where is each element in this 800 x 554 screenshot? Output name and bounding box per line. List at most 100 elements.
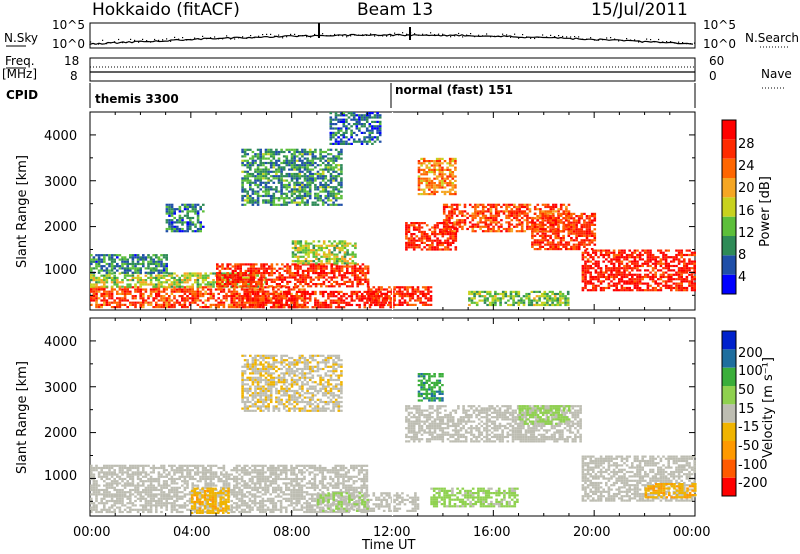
power-cell [272, 303, 276, 307]
power-cell [194, 299, 197, 302]
power-cell [586, 280, 590, 283]
power-cell [554, 234, 558, 237]
power-cell [334, 306, 338, 309]
power-cell [693, 269, 696, 272]
power-cell [544, 212, 547, 215]
power-cell [314, 303, 317, 307]
power-cell [239, 267, 242, 270]
power-cell [411, 292, 415, 295]
power-cell [589, 278, 592, 281]
power-cell [134, 297, 137, 300]
power-cell [351, 283, 354, 286]
power-cell [517, 301, 521, 304]
power-cell [368, 140, 372, 143]
power-cell [403, 292, 407, 295]
power-cell [299, 262, 303, 265]
power-cell [488, 303, 492, 307]
power-cell [476, 221, 480, 224]
power-cell [295, 297, 299, 300]
power-cell [256, 157, 260, 160]
power-cell [657, 278, 660, 281]
power-cell [207, 276, 210, 279]
power-cell [267, 194, 270, 198]
power-cell [531, 245, 534, 248]
power-cell [204, 292, 207, 295]
power-cell [361, 267, 365, 270]
power-cell [481, 225, 485, 228]
power-cell [575, 219, 578, 222]
power-cell [265, 267, 268, 270]
power-cell [602, 256, 605, 259]
power-cell [353, 278, 357, 281]
power-cell [533, 239, 537, 242]
power-cell [588, 221, 591, 224]
power-cell [499, 299, 502, 302]
power-cell [549, 210, 553, 213]
power-cell [290, 166, 294, 169]
power-cell [538, 234, 542, 237]
power-cell [442, 225, 446, 228]
power-cell [546, 243, 550, 246]
power-cell [507, 295, 510, 298]
power-cell [269, 175, 273, 178]
power-cell [249, 303, 252, 307]
power-cell [165, 269, 168, 272]
power-cell [677, 284, 681, 287]
power-cell [504, 295, 508, 298]
power-cell [307, 260, 310, 263]
power-cell [123, 256, 127, 259]
power-cell [499, 292, 502, 296]
power-cell [108, 290, 111, 293]
power-cell [486, 299, 489, 302]
power-cell [431, 233, 434, 236]
power-cell [328, 249, 331, 252]
power-cell [281, 278, 284, 281]
power-cell [662, 273, 665, 276]
power-cell [324, 186, 328, 189]
power-cell [393, 286, 396, 289]
power-cell [275, 148, 278, 151]
power-cell [356, 267, 359, 270]
power-cell [342, 125, 346, 128]
power-cell [592, 262, 595, 265]
power-cell [286, 283, 289, 286]
power-cell [254, 299, 257, 302]
power-cell [259, 188, 262, 191]
power-cell [95, 276, 98, 279]
power-cell [588, 230, 591, 233]
power-cell [474, 225, 477, 228]
power-cell [375, 299, 378, 302]
power-cell [92, 297, 96, 300]
power-cell [196, 297, 200, 300]
power-cell [152, 299, 155, 302]
power-cell [549, 245, 552, 248]
power-cell [551, 230, 555, 233]
power-cell [338, 283, 341, 286]
power-cell [364, 274, 367, 277]
power-cell [277, 197, 281, 200]
power-cell [155, 297, 158, 300]
power-cell [501, 290, 505, 293]
power-cell [249, 295, 252, 298]
power-cell [162, 267, 166, 270]
power-cell [243, 276, 246, 279]
nsearch-point [386, 35, 388, 37]
power-cell [320, 272, 323, 275]
power-cell [672, 256, 676, 259]
power-cell [564, 248, 568, 251]
power-cell [354, 262, 357, 265]
power-cell [433, 162, 436, 165]
power-cell [223, 285, 227, 288]
power-cell [295, 150, 299, 154]
power-cell [275, 168, 278, 171]
power-cell [356, 285, 359, 288]
power-cell [559, 205, 563, 209]
power-cell [623, 269, 626, 272]
power-cell [301, 278, 305, 281]
power-cell [350, 125, 353, 128]
power-cell [526, 212, 529, 215]
power-cell [226, 285, 229, 288]
power-cell [356, 280, 359, 283]
power-cell [116, 306, 119, 309]
power-cell [398, 290, 402, 293]
